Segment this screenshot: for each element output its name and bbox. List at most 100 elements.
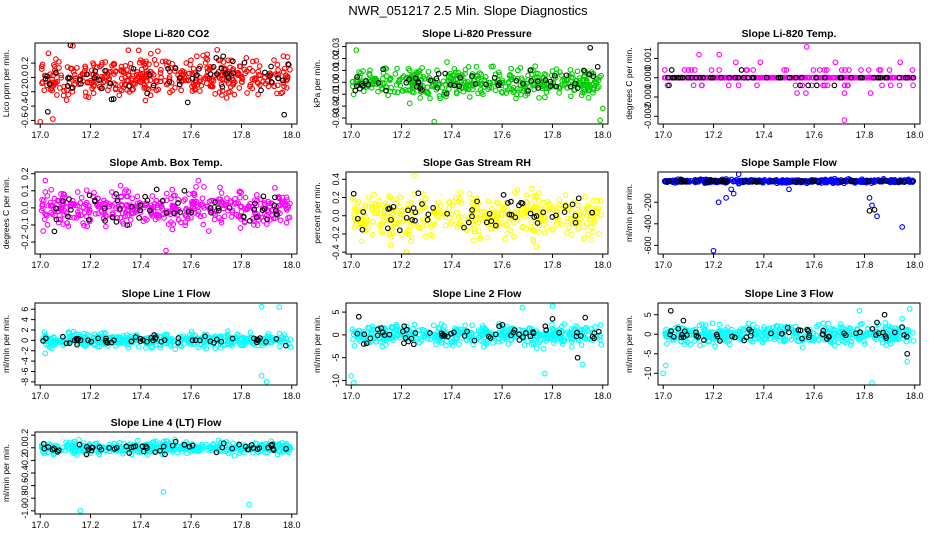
data-point — [95, 335, 101, 342]
data-point — [283, 219, 290, 226]
y-axis-label: ml/min per min. — [624, 184, 634, 242]
data-point — [80, 220, 86, 226]
data-point — [360, 341, 367, 347]
data-point — [349, 195, 356, 202]
data-point — [53, 205, 60, 212]
data-point — [579, 361, 586, 368]
data-point — [831, 330, 838, 337]
data-point — [120, 450, 126, 457]
data-point — [157, 344, 164, 351]
data-point — [398, 215, 405, 221]
data-point — [227, 88, 233, 95]
data-point — [591, 229, 597, 235]
data-point — [436, 325, 443, 332]
data-point — [242, 194, 249, 201]
data-point — [556, 329, 563, 336]
data-point — [427, 330, 433, 336]
data-point — [410, 89, 417, 96]
data-point — [816, 67, 823, 73]
data-point — [859, 74, 865, 81]
data-point — [557, 69, 563, 75]
y-tick-label: 0.0 — [20, 71, 30, 84]
data-point — [368, 84, 375, 91]
data-point — [501, 335, 508, 342]
data-point — [47, 86, 54, 93]
data-point — [182, 219, 189, 226]
data-point — [811, 177, 817, 184]
data-point — [572, 211, 579, 217]
data-point — [553, 221, 560, 228]
data-point — [274, 451, 281, 458]
data-point — [143, 58, 149, 65]
data-point — [709, 320, 716, 327]
data-point — [356, 85, 363, 92]
data-point — [487, 335, 494, 341]
data-point — [41, 87, 48, 94]
data-point — [549, 335, 556, 341]
data-point — [151, 56, 158, 63]
data-point — [256, 63, 263, 69]
data-point — [739, 74, 745, 81]
data-point — [267, 70, 273, 77]
data-point — [536, 95, 542, 101]
data-point — [92, 211, 99, 217]
y-axis-label: ml/min per min. — [624, 315, 634, 373]
data-point — [424, 90, 430, 96]
data-point — [348, 373, 355, 379]
data-point — [285, 61, 292, 67]
data-point — [182, 222, 189, 229]
data-point — [851, 74, 858, 81]
data-point — [111, 61, 118, 68]
data-point — [413, 83, 420, 90]
data-point — [570, 75, 576, 81]
data-point — [483, 209, 490, 216]
data-point — [778, 331, 785, 337]
data-point — [46, 344, 53, 350]
data-point — [88, 338, 94, 345]
data-point — [117, 182, 124, 189]
y-tick-label: 0 — [20, 338, 30, 343]
data-point — [46, 441, 53, 448]
data-point — [159, 58, 166, 65]
data-point — [473, 63, 480, 70]
data-point — [526, 326, 533, 332]
data-point — [272, 184, 278, 191]
panel-title: Slope Amb. Box Temp. — [109, 157, 222, 169]
data-point — [252, 200, 258, 207]
data-point — [538, 216, 545, 222]
data-point — [526, 325, 532, 331]
data-point — [207, 338, 214, 345]
data-point — [82, 63, 88, 70]
data-point — [190, 190, 197, 197]
data-point — [901, 179, 908, 185]
data-point — [431, 118, 438, 124]
data-point — [786, 186, 792, 193]
data-point — [407, 223, 414, 230]
data-point — [172, 84, 178, 91]
data-point — [742, 74, 749, 81]
data-point — [60, 198, 66, 204]
data-point — [44, 73, 51, 80]
data-point — [751, 178, 757, 184]
data-point — [241, 66, 248, 73]
data-point — [129, 195, 136, 202]
x-tick-label: 17.8 — [544, 391, 562, 401]
data-point — [178, 87, 184, 94]
data-point — [125, 47, 132, 54]
y-tick-label: -0.6 — [20, 113, 30, 129]
data-point — [527, 333, 534, 340]
data-point — [443, 93, 449, 100]
data-point — [365, 194, 372, 201]
series-selected — [665, 67, 917, 89]
data-point — [564, 229, 571, 236]
data-point — [761, 324, 767, 330]
data-point — [661, 67, 668, 73]
data-point — [841, 90, 848, 96]
data-point — [506, 85, 513, 92]
data-point — [176, 74, 183, 81]
data-point — [158, 74, 164, 81]
data-point — [583, 212, 590, 218]
x-tick-label: 17.0 — [31, 130, 49, 140]
data-point — [732, 74, 739, 81]
data-point — [123, 193, 130, 200]
